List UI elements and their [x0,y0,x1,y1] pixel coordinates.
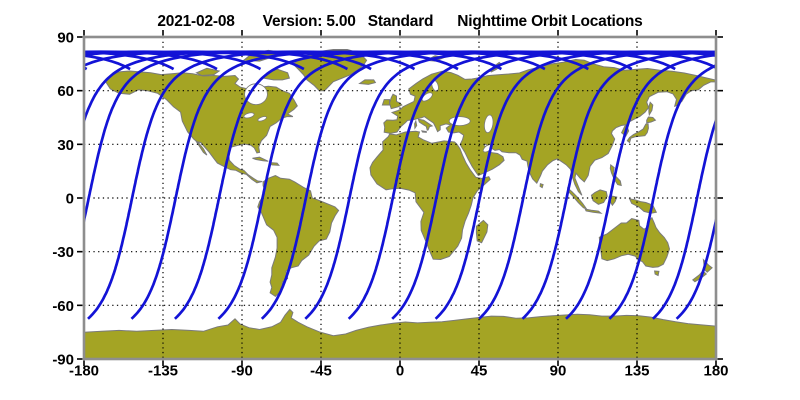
orbit-track-11 [84,50,175,71]
orbit-track-4 [173,50,503,320]
sea-black-sea [448,116,471,126]
land-great-britain [388,93,403,110]
x-axis-tick-label: -135 [148,363,178,380]
land-hokkaido [646,116,657,124]
land-sardinia [414,119,418,130]
x-axis-tick-label: -180 [69,363,99,380]
x-axis-tick-label: 45 [471,363,488,380]
orbit-track-9 [391,50,716,320]
sea-great-lake-west [243,112,255,119]
title-mode: Standard [367,13,434,30]
land-cuba [252,156,269,162]
land-java [584,208,603,214]
x-axis-tick-label: -45 [310,363,332,380]
land-australia [598,216,671,268]
land-borneo [590,189,608,205]
land-honshu [626,123,649,144]
land-sri-lanka [539,183,544,189]
x-axis-tick-label: 180 [703,363,728,380]
y-axis-tick-label: -90 [52,352,74,369]
plot-title-row: 2021-02-08 Version: 5.00 Standard Nightt… [0,13,800,31]
x-axis-tick-label: 90 [550,363,567,380]
orbit-track-13 [565,53,716,320]
orbit-track-10 [434,50,716,320]
land-sakhalin [648,101,654,117]
x-axis-tick-label: 135 [624,363,649,380]
orbit-track-14 [84,50,305,71]
x-axis-tick-label: -90 [231,363,253,380]
land-victoria-island [195,67,221,77]
land-madagascar [475,219,489,244]
land-iceland [358,79,377,85]
plot-frame [82,35,718,361]
sea-baltic-sea [421,92,433,102]
land-new-guinea [628,198,658,214]
title-version: Version: 5.00 [262,13,356,30]
land-sicily [420,130,427,133]
orbit-track-12 [521,50,716,320]
map-layer [84,37,800,359]
orbit-track-15 [651,116,716,320]
land-philippines [609,163,622,187]
land-sumatra [567,187,588,210]
land-ireland [381,99,390,106]
land-italy [417,118,434,131]
orbit-track-2 [87,50,416,320]
land-tasmania [654,270,660,277]
orbit-track-14 [608,64,716,320]
y-axis-tick-label: 30 [57,137,74,154]
orbit-track-3 [130,50,459,320]
title-text: Nighttime Orbit Locations [457,13,643,30]
title-date: 2021-02-08 [157,13,235,30]
orbit-track-7 [304,50,633,320]
y-axis-tick-label: -60 [52,298,74,315]
orbit-track-8 [347,50,676,320]
orbit-track-5 [217,50,546,320]
orbit-track-6 [260,50,589,320]
orbit-track-11 [478,50,716,320]
x-axis-tick-label: 0 [396,363,404,380]
y-axis-tick-label: -30 [52,244,74,261]
y-axis-tick-label: 90 [57,30,74,47]
orbit-track-1 [675,213,716,320]
sea-caspian-sea [483,114,494,134]
y-axis-tick-label: 0 [66,191,74,208]
y-axis-tick-label: 60 [57,83,74,100]
orbit-track-1 [84,50,372,227]
sea-great-lake-east [257,116,267,122]
orbit-track-15 [84,50,349,126]
orbit-track-2 [720,52,800,319]
